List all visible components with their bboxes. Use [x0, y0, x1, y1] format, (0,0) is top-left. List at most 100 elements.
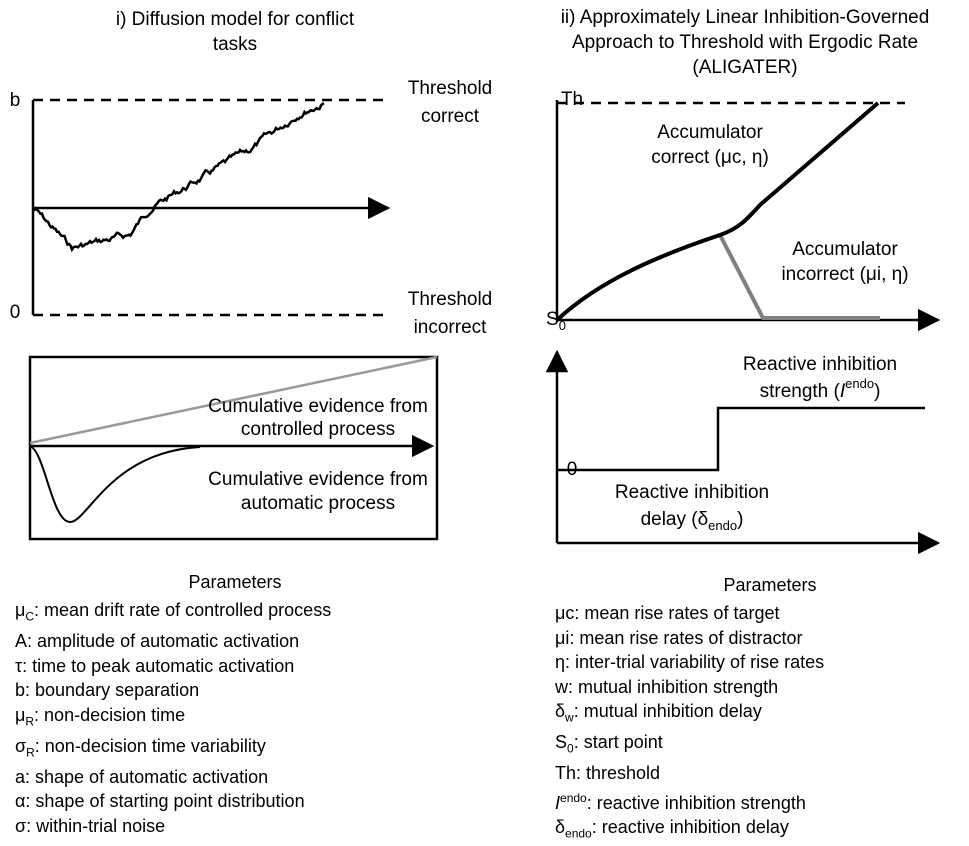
label: Accumulator: [792, 239, 898, 260]
parameter: b: boundary separation: [15, 678, 331, 703]
parameter: a: shape of automatic activation: [15, 765, 331, 790]
parameter-desc: : mutual inhibition strength: [568, 676, 779, 697]
parameter-symbol: μi: [555, 627, 570, 648]
label-part: strength (: [760, 381, 841, 402]
parameter: A: amplitude of automatic activation: [15, 629, 331, 654]
parameter: S0: start point: [555, 730, 824, 761]
parameter: μR: non-decision time: [15, 703, 331, 734]
parameter-desc: : non-decision time variability: [34, 735, 266, 756]
label: Accumulator: [657, 122, 763, 143]
label: incorrect: [414, 317, 488, 338]
label-part: ): [874, 381, 880, 402]
label: delay (δendo): [641, 509, 744, 533]
parameter-symbol: δ: [555, 701, 566, 721]
parameter-desc: : time to peak automatic activation: [22, 655, 295, 676]
label: Threshold: [408, 78, 493, 99]
parameter-symbol: Th: [555, 763, 577, 784]
parameter-symbol: τ: [15, 655, 23, 676]
label-part: delay (: [641, 509, 699, 530]
parameter-symbol: μc: [555, 603, 575, 623]
parameter-desc: : reactive inhibition delay: [591, 817, 789, 838]
panel-box: [28, 355, 439, 541]
parameter-symbol: α: [15, 791, 26, 812]
parameter-symbol: η: [555, 652, 566, 672]
parameter: μC: mean drift rate of controlled proces…: [15, 598, 331, 629]
label-sup: endo: [845, 376, 874, 391]
parameter-desc: : within-trial noise: [26, 815, 166, 836]
correct-accumulator: [555, 101, 880, 322]
parameter-desc: : start point: [573, 732, 663, 753]
parameter-sup: endo: [560, 790, 587, 805]
label: correct (μc, η): [651, 147, 769, 168]
parameter-symbol: b: [15, 680, 26, 701]
title: tasks: [213, 34, 257, 55]
title: ii) Approximately Linear Inhibition-Gove…: [561, 7, 930, 28]
label-part: ): [737, 509, 743, 530]
axes: [545, 349, 941, 555]
parameter-desc: : inter-trial variability of rise rates: [565, 652, 825, 672]
parameter-symbol: I: [555, 792, 561, 813]
parameter-desc: : mean rise rates of distractor: [569, 627, 803, 648]
label: strength (Iendo): [760, 376, 881, 402]
parameter-symbol: μ: [15, 704, 26, 725]
label-part: I: [840, 381, 846, 402]
axis-label: 0: [10, 302, 21, 323]
label: incorrect (μi, η): [781, 264, 908, 285]
parameter-sub: C: [25, 609, 35, 624]
parameter-desc: : reactive inhibition strength: [586, 792, 806, 813]
parameter: Iendo: reactive inhibition strength: [555, 786, 824, 816]
label: controlled process: [241, 419, 395, 440]
items: μ C: mean drift rate of controlled proces…: [15, 598, 331, 838]
parameter: δendo: reactive inhibition delay: [555, 815, 824, 846]
parameter-desc: : shape of starting point distribution: [25, 791, 305, 812]
random-walk: [32, 102, 325, 253]
heading: Parameters: [188, 572, 282, 592]
label: Reactive inhibition: [743, 354, 897, 375]
parameter: μi: mean rise rates of distractor: [555, 626, 824, 651]
parameter-sub: R: [26, 745, 35, 760]
label: Cumulative evidence from: [208, 469, 428, 490]
parameter: w: mutual inhibition strength: [555, 675, 824, 700]
axis-label: S0: [546, 309, 566, 333]
parameter-symbol: σ: [15, 735, 27, 756]
parameter-desc: : non-decision time: [34, 704, 186, 725]
parameter-symbol: a: [15, 766, 26, 787]
axis-label: 0: [567, 459, 578, 480]
parameter-desc: : threshold: [576, 763, 661, 784]
parameter-symbol: σ: [15, 815, 27, 836]
parameter-desc: : amplitude of automatic activation: [27, 631, 300, 652]
automatic-curve: [29, 445, 201, 524]
parameter-symbol: A: [15, 631, 28, 652]
heading: Parameters: [723, 575, 817, 595]
axes: [31, 98, 391, 317]
parameter-desc: : mutual inhibition delay: [573, 701, 762, 721]
inhibition-step: [557, 406, 925, 472]
parameter: α: shape of starting point distribution: [15, 789, 331, 814]
label: correct: [421, 106, 480, 127]
parameter-sub: 0: [567, 741, 574, 756]
parameter-desc: : boundary separation: [25, 680, 200, 701]
title: i) Diffusion model for conflict: [116, 9, 355, 30]
parameter: σ: within-trial noise: [15, 814, 331, 839]
parameter-symbol: S: [555, 732, 568, 753]
parameter-desc: : mean rise rates of target: [574, 603, 780, 623]
parameter-desc: : mean drift rate of controlled process: [34, 600, 332, 620]
parameter: η: inter-trial variability of rise rates: [555, 650, 824, 675]
label: Cumulative evidence from: [208, 396, 428, 417]
parameter: τ: time to peak automatic activation: [15, 654, 331, 679]
parameter: δw: mutual inhibition delay: [555, 699, 824, 730]
label-sub: 0: [559, 318, 566, 333]
title: (ALIGATER): [692, 57, 797, 78]
parameter-sub: R: [25, 714, 35, 729]
title: Approach to Threshold with Ergodic Rate: [572, 32, 918, 53]
parameter: Th: threshold: [555, 761, 824, 786]
axis-label: b: [10, 90, 21, 111]
parameter-sub: w: [565, 710, 574, 725]
label-sub: endo: [708, 518, 737, 533]
parameter: σR: non-decision time variability: [15, 734, 331, 765]
axis-label: Th: [561, 89, 583, 110]
parameter-sub: endo: [565, 826, 592, 841]
label-part: δ: [698, 509, 709, 530]
items: μc: mean rise rates of target μi: mean ri…: [555, 601, 824, 846]
